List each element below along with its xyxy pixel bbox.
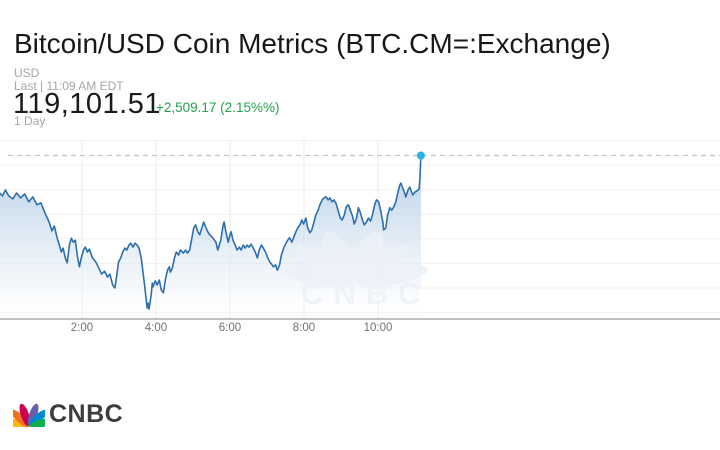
price-change-value: +2,509.17 (2.15%%) (156, 100, 280, 115)
price-line (0, 154, 422, 310)
x-tick-label: 4:00 (144, 322, 168, 334)
page-title: Bitcoin/USD Coin Metrics (BTC.CM=:Exchan… (14, 28, 611, 59)
x-axis-labels: 2:00 4:00 6:00 8:00 10:00 (0, 322, 720, 336)
cnbc-logo[interactable]: CNBC (13, 399, 123, 429)
peacock-icon (13, 403, 45, 427)
x-tick-label: 8:00 (292, 322, 316, 334)
cnbc-logo-text: CNBC (49, 399, 124, 428)
watermark-text: CNBC (301, 276, 431, 311)
time-range-label: 1 Day (14, 114, 46, 128)
x-tick-label: 6:00 (218, 322, 242, 334)
x-tick-label: 10:00 (363, 322, 393, 334)
chart-plot-area[interactable] (0, 140, 720, 320)
current-price-dot (416, 151, 425, 160)
currency-label: USD (14, 66, 40, 80)
last-price-value: 119,101.51 (13, 88, 161, 120)
peacock-watermark-icon (277, 231, 429, 287)
last-timestamp-label: Last | 11:09 AM EDT (14, 79, 124, 93)
x-tick-label: 2:00 (70, 322, 94, 334)
cnbc-watermark: CNBC (277, 231, 431, 311)
